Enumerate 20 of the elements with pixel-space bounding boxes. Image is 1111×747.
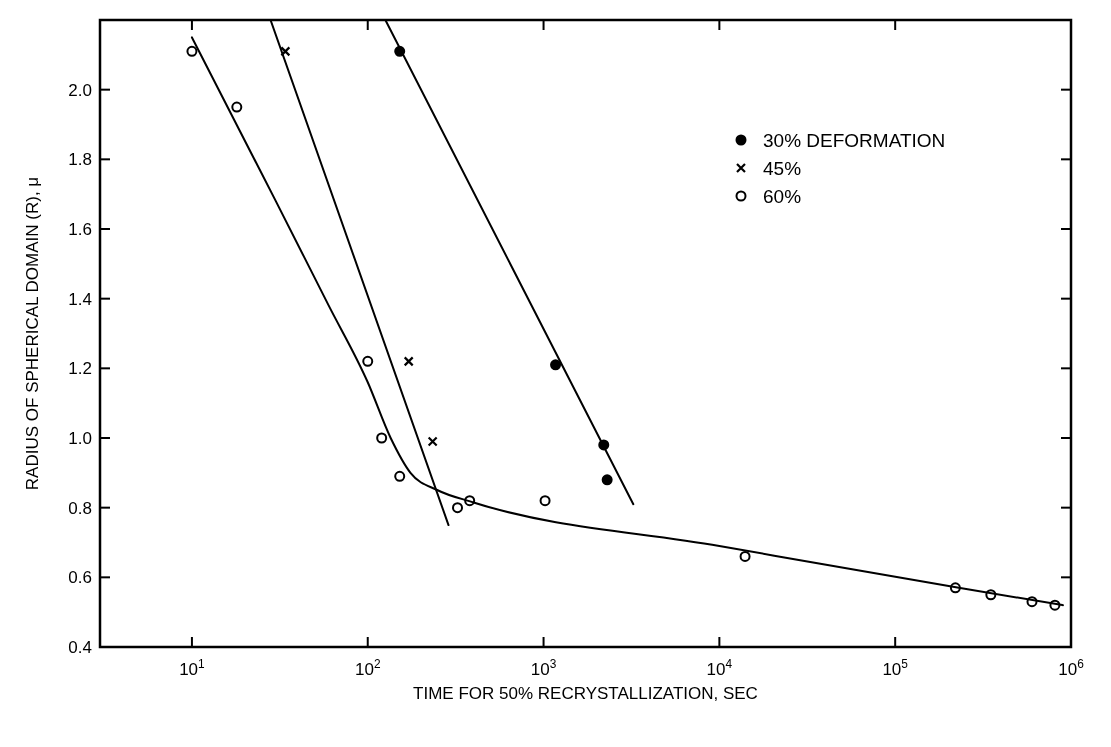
y-tick-label: 2.0: [68, 80, 92, 100]
legend-label: 30% DEFORMATION: [763, 130, 946, 151]
x-tick-label: 10$^{3}$: [530, 657, 557, 679]
legend-label: 45%: [763, 158, 802, 179]
x-tick-label: 10$^{4}$: [706, 657, 733, 679]
x-tick-label: 10$^{5}$: [882, 657, 909, 679]
y-tick-label: 1.6: [68, 220, 92, 239]
legend-label: 60%: [763, 186, 802, 207]
x-tick-label: 10$^{1}$: [179, 657, 206, 679]
y-tick-label: 0.8: [68, 498, 92, 518]
y-tick-label: 1.2: [68, 359, 92, 379]
y-axis-title: RADIUS OF SPHERICAL DOMAIN (R), μ: [23, 176, 42, 491]
y-tick-label: 0.6: [68, 568, 92, 588]
y-tick-label: 1.4: [68, 289, 92, 309]
y-tick-label: 1.0: [68, 429, 92, 448]
x-tick-label: 10$^{2}$: [354, 657, 381, 679]
y-tick-label: 1.8: [68, 150, 92, 170]
y-tick-label: 0.4: [68, 638, 92, 657]
x-axis-title: TIME FOR 50% RECRYSTALLIZATION, SEC: [413, 684, 758, 703]
x-tick-label: 10$^{6}$: [1058, 657, 1085, 679]
